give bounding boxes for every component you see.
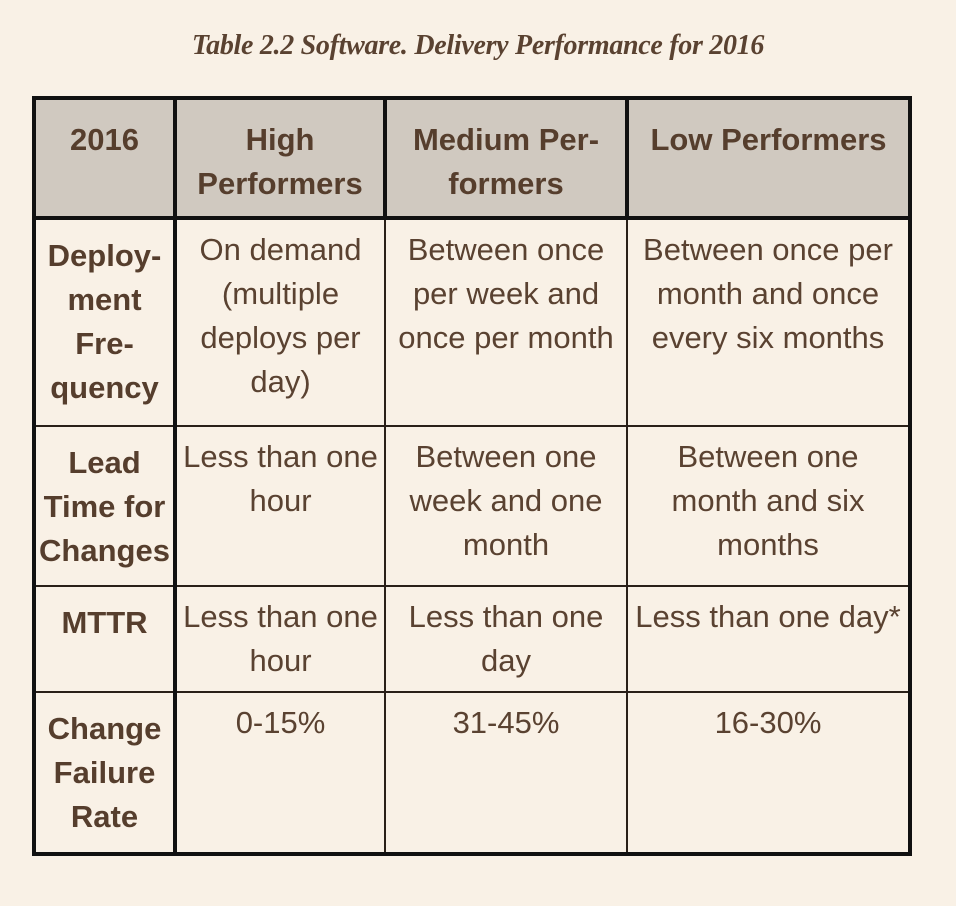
header-row: 2016 High Performers Medium Per-formers … [32,96,912,220]
delivery-performance-table: 2016 High Performers Medium Per-formers … [32,96,912,856]
cell-medium: Between once per week and once per month [384,217,628,427]
cell-low: Between once per month and once every si… [626,217,911,427]
cell-high: Less than one hour [174,585,386,693]
cell-low: Between one month and six months [626,425,911,587]
cell-low: 16-30% [626,691,911,855]
cell-medium: Less than one day [384,585,628,693]
cell-medium: 31-45% [384,691,628,855]
row-label-lead-time: Lead Time for Changes [33,425,177,587]
header-year: 2016 [32,96,177,220]
header-high-performers: High Performers [173,96,387,220]
table-row: Change Failure Rate 0-15% 31-45% 16-30% [33,691,911,855]
row-label-deployment-frequency: Deploy-ment Fre-quency [33,217,177,427]
cell-high: Less than one hour [174,425,386,587]
cell-medium: Between one week and one month [384,425,628,587]
cell-low: Less than one day* [626,585,911,693]
table-row: Lead Time for Changes Less than one hour… [33,425,911,587]
row-label-mttr: MTTR [33,585,177,693]
table-row: Deploy-ment Fre-quency On demand (multip… [33,217,911,427]
header-low-performers: Low Performers [625,96,912,220]
cell-high: 0-15% [174,691,386,855]
table-row: MTTR Less than one hour Less than one da… [33,585,911,693]
header-medium-performers: Medium Per-formers [383,96,629,220]
cell-high: On demand (multiple deploys per day) [174,217,386,427]
row-label-change-failure-rate: Change Failure Rate [33,691,177,855]
table-caption: Table 2.2 Software. Delivery Performance… [191,30,765,61]
